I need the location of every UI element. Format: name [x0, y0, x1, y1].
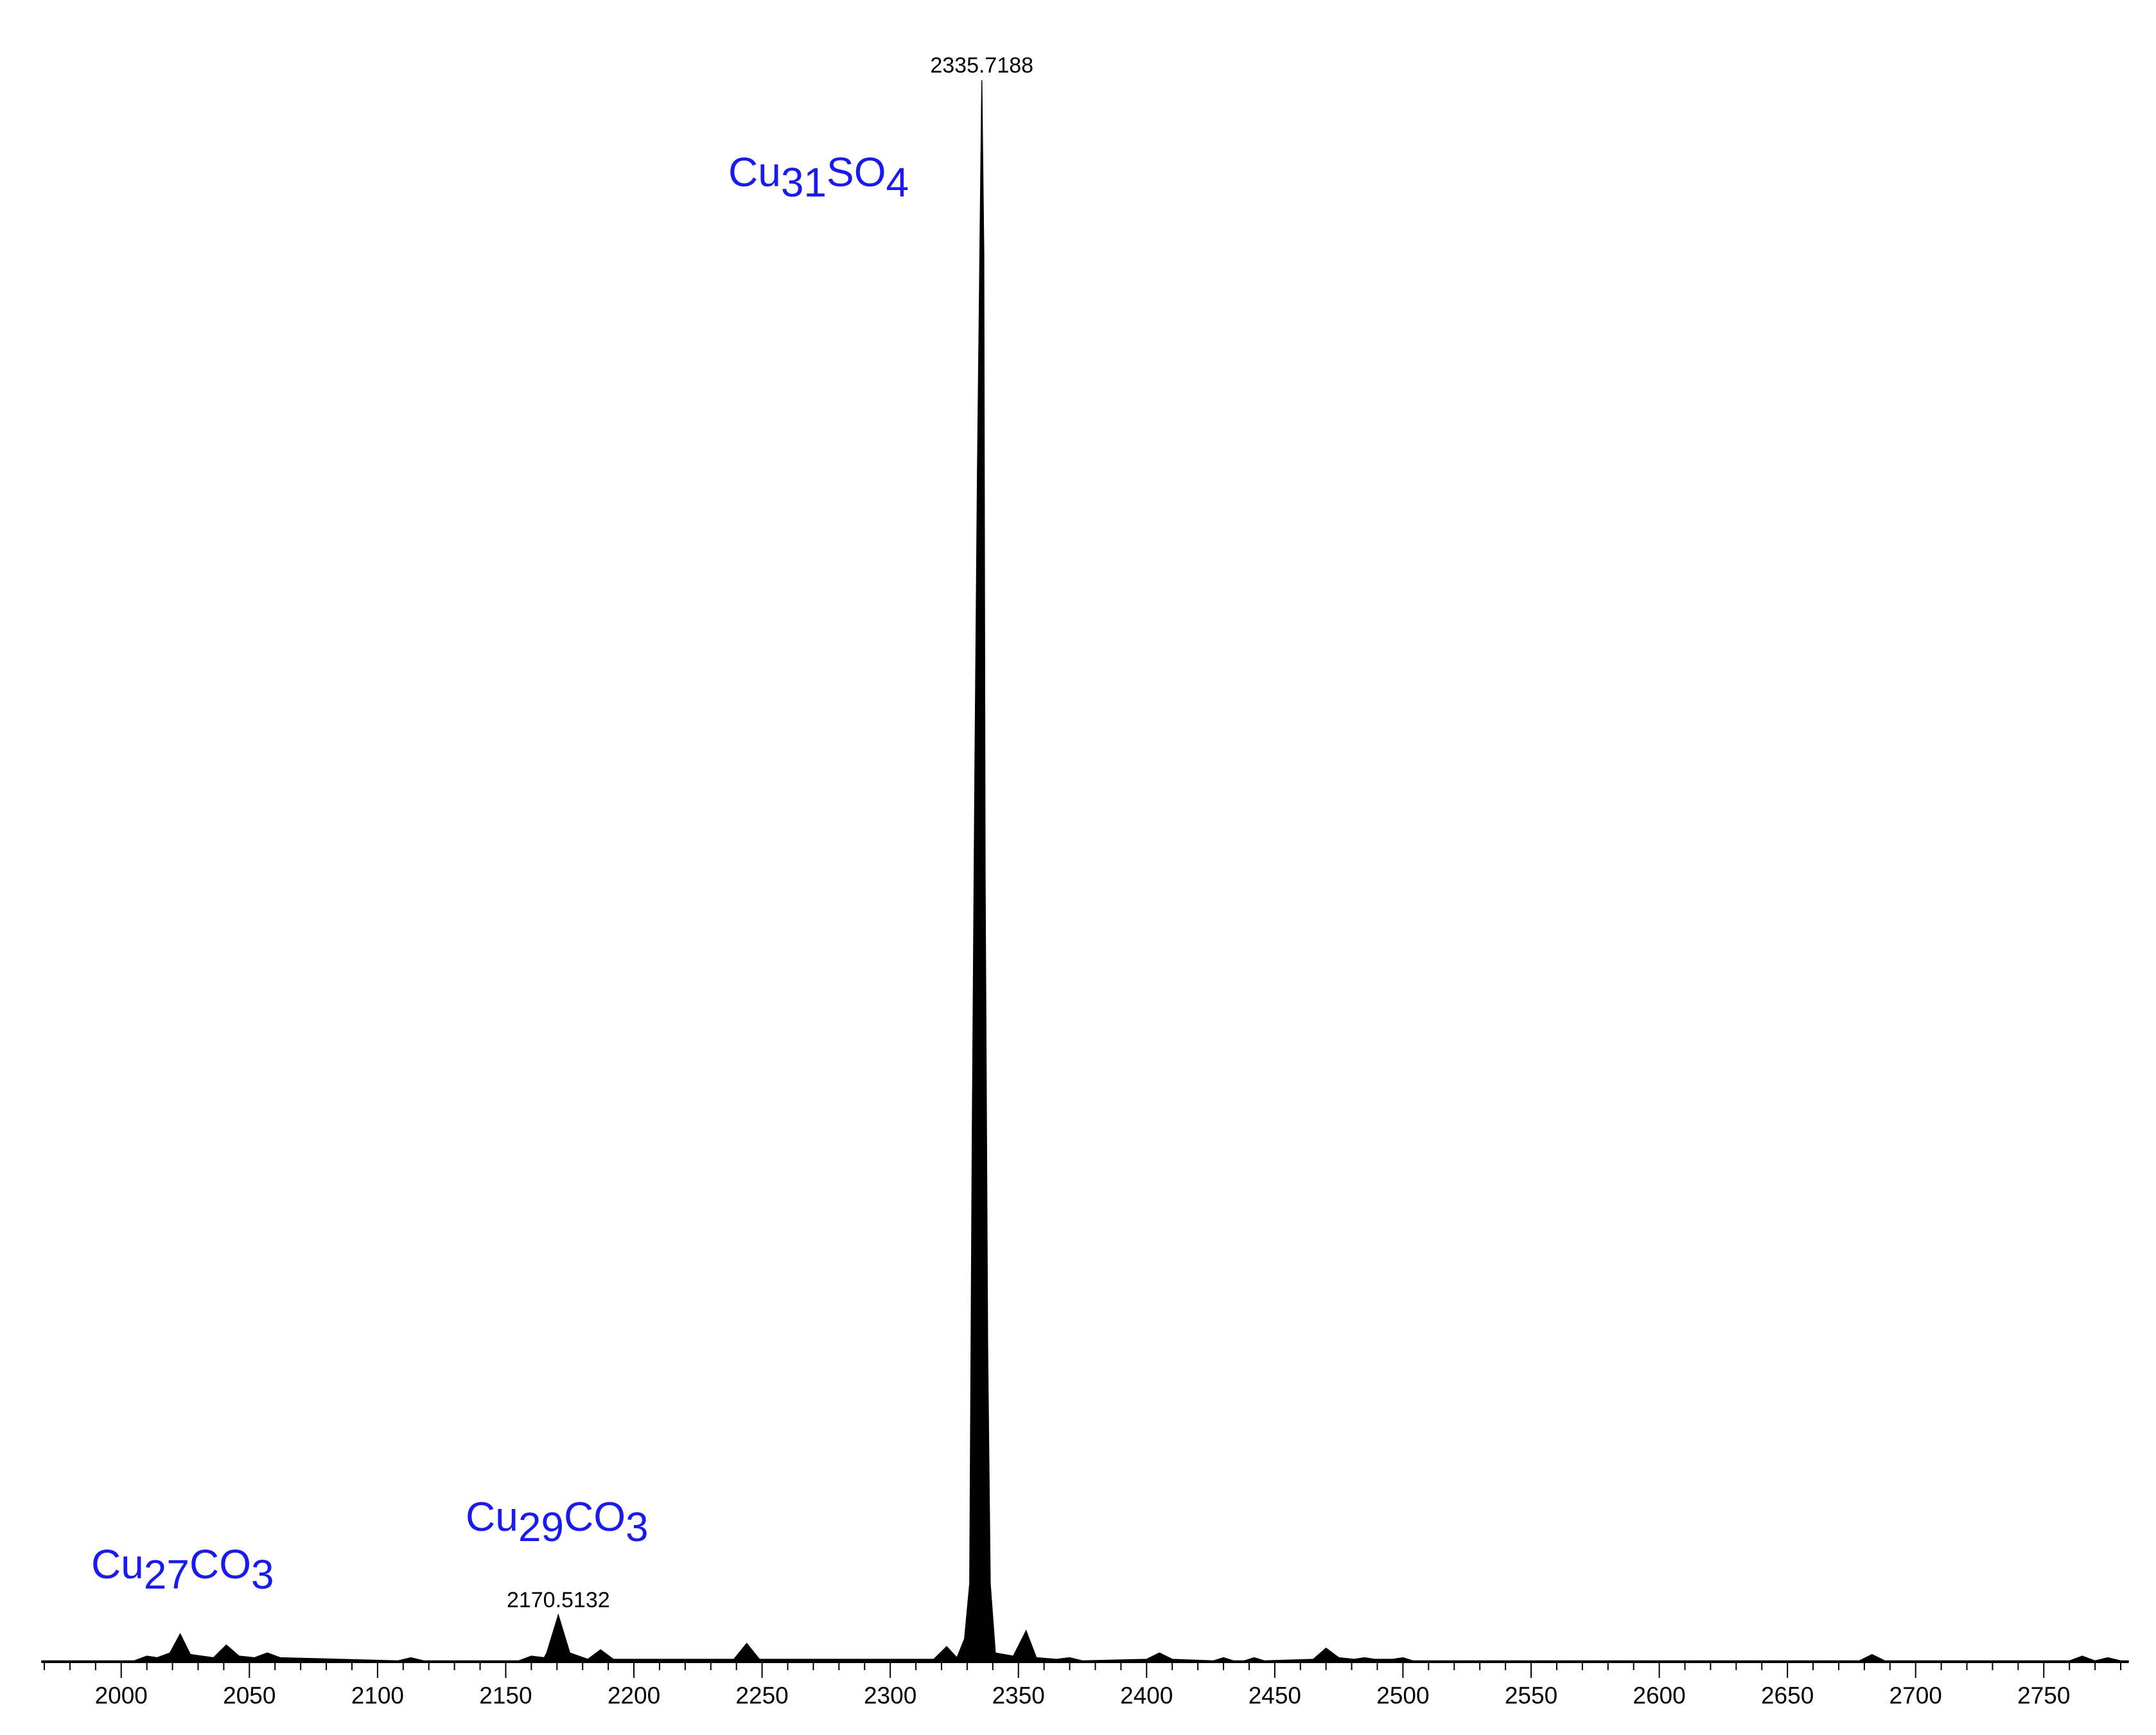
x-tick-label: 2200	[608, 1682, 660, 1709]
formula-part: Cu	[91, 1541, 144, 1587]
x-tick-label: 2300	[864, 1682, 916, 1709]
formula-part: CO	[189, 1541, 251, 1587]
formula-part: Cu	[466, 1494, 518, 1540]
formula-part: SO	[827, 149, 886, 195]
x-tick-label: 2150	[479, 1682, 532, 1709]
formula-part: Cu	[728, 149, 781, 195]
x-tick-label: 2700	[1889, 1682, 1942, 1709]
x-tick-label: 2100	[351, 1682, 404, 1709]
x-tick-label: 2600	[1633, 1682, 1685, 1709]
x-tick-label: 2550	[1505, 1682, 1557, 1709]
subscript: 27	[144, 1551, 189, 1598]
spectrum	[41, 80, 2129, 1663]
x-tick-label: 2450	[1249, 1682, 1301, 1709]
formula-label: Cu29CO3	[466, 1494, 649, 1550]
x-tick-label: 2250	[735, 1682, 788, 1709]
subscript: 29	[518, 1504, 564, 1550]
x-tick-label: 2050	[223, 1682, 276, 1709]
subscript: 31	[781, 159, 827, 205]
x-tick-label: 2500	[1376, 1682, 1429, 1709]
formula-part: CO	[564, 1494, 626, 1540]
subscript: 3	[251, 1551, 274, 1598]
formula-label: Cu27CO3	[91, 1541, 274, 1598]
formula-label: Cu31SO4	[728, 149, 909, 205]
x-tick-label: 2000	[95, 1682, 148, 1709]
x-tick-label: 2350	[992, 1682, 1045, 1709]
x-tick-label: 2400	[1120, 1682, 1173, 1709]
subscript: 3	[626, 1504, 649, 1550]
subscript: 4	[886, 159, 909, 205]
peak-label: 2335.7188	[930, 53, 1033, 78]
x-tick-label: 2650	[1761, 1682, 1814, 1709]
x-tick-label: 2750	[2017, 1682, 2070, 1709]
peak-label: 2170.5132	[507, 1588, 610, 1612]
